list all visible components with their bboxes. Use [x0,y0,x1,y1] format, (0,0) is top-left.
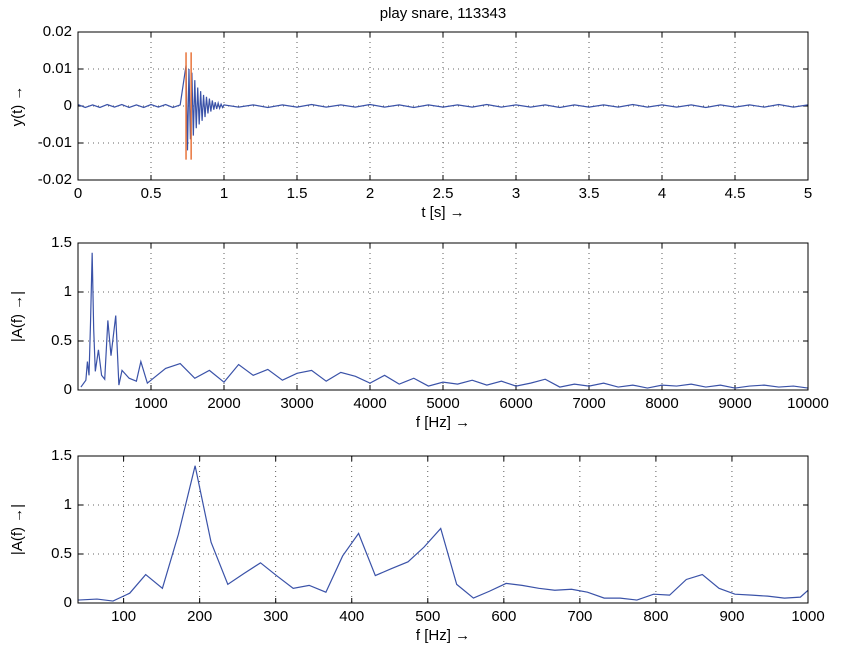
y-tick-label: 0.02 [43,23,72,40]
x-tick-label: 500 [415,608,440,625]
x-axis-label: t [s] → [421,204,464,221]
y-tick-label: -0.02 [38,171,72,188]
x-tick-label: 4000 [353,395,386,412]
x-tick-label: 4.5 [725,185,746,202]
x-tick-label: 400 [339,608,364,625]
axes-box [77,31,809,181]
data-line [77,65,809,151]
y-tick-label: 1 [64,283,72,300]
y-tick-label: 1.5 [51,447,72,464]
y-tick-label: 0 [64,381,72,398]
data-line [77,465,809,602]
x-tick-label: 2 [366,185,374,202]
x-tick-label: 1 [220,185,228,202]
x-tick-label: 5 [804,185,812,202]
x-tick-label: 900 [719,608,744,625]
x-axis-label: f [Hz] → [416,627,470,644]
x-tick-label: 3 [512,185,520,202]
x-tick-label: 700 [567,608,592,625]
x-tick-label: 0 [74,185,82,202]
x-tick-label: 200 [187,608,212,625]
y-axis-label: |A(f) →| [9,291,26,342]
x-tick-label: 3.5 [579,185,600,202]
x-tick-label: 2.5 [433,185,454,202]
x-tick-label: 6000 [499,395,532,412]
x-tick-label: 100 [111,608,136,625]
x-tick-label: 800 [643,608,668,625]
y-tick-label: -0.01 [38,134,72,151]
x-tick-label: 300 [263,608,288,625]
y-tick-label: 0.01 [43,60,72,77]
x-tick-label: 2000 [207,395,240,412]
y-tick-label: 0.5 [51,332,72,349]
chart-title: play snare, 113343 [380,5,506,22]
x-tick-label: 600 [491,608,516,625]
y-axis-label: y(t) → [9,86,26,127]
x-tick-label: 7000 [572,395,605,412]
x-tick-label: 0.5 [141,185,162,202]
data-line [80,252,809,389]
axes-box [77,242,809,391]
x-tick-label: 8000 [645,395,678,412]
x-tick-label: 10000 [787,395,829,412]
y-tick-label: 0 [64,594,72,611]
x-tick-label: 1000 [134,395,167,412]
x-tick-label: 5000 [426,395,459,412]
axes-box [77,455,809,604]
y-tick-label: 0 [64,97,72,114]
x-tick-label: 1000 [791,608,824,625]
y-tick-label: 1 [64,496,72,513]
x-tick-label: 3000 [280,395,313,412]
x-tick-label: 4 [658,185,666,202]
y-axis-label: |A(f) →| [9,504,26,555]
x-axis-label: f [Hz] → [416,414,470,431]
x-tick-label: 9000 [718,395,751,412]
x-tick-label: 1.5 [287,185,308,202]
y-tick-label: 0.5 [51,545,72,562]
y-tick-label: 1.5 [51,234,72,251]
